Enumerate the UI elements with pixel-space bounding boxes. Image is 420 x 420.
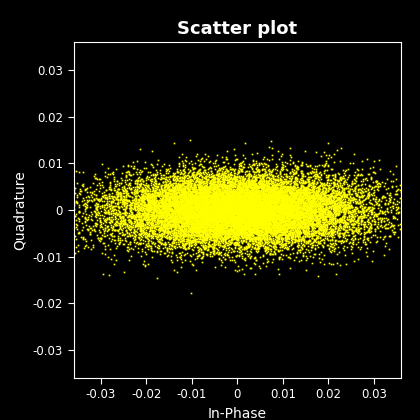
Title: Scatter plot: Scatter plot [177,20,297,38]
Channel 1 [249,222,255,227]
Y-axis label: Quadrature: Quadrature [13,170,27,250]
Line: Channel 1: Channel 1 [0,139,420,294]
Channel 1 [319,212,324,217]
Channel 1 [222,186,227,192]
Channel 1 [187,138,192,143]
Channel 1 [189,291,194,296]
Channel 1 [131,201,136,206]
Channel 1 [271,182,276,187]
Channel 1 [347,240,352,245]
Channel 1 [266,201,271,206]
X-axis label: In-Phase: In-Phase [208,407,267,420]
Channel 1 [257,200,262,205]
